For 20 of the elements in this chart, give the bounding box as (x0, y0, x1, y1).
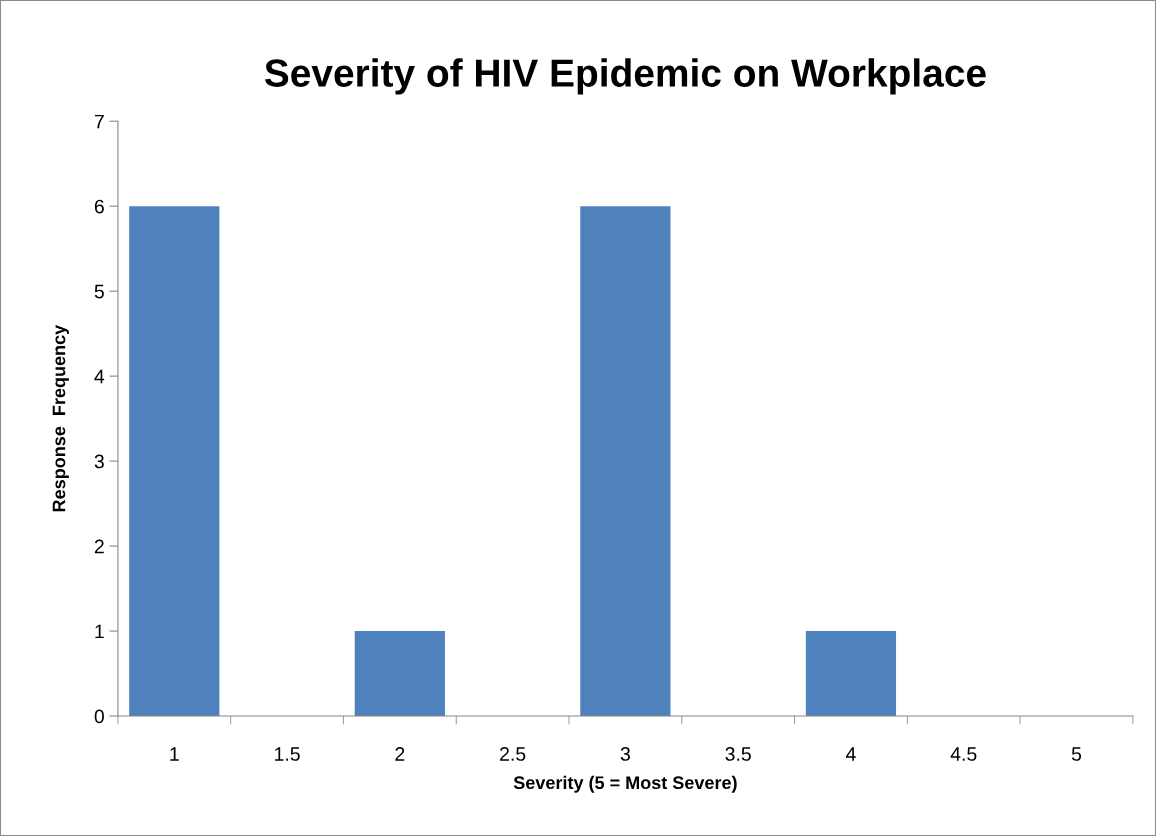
y-tick-label: 7 (94, 114, 104, 129)
x-tick-label: 3.5 (725, 747, 751, 761)
x-axis-title: Severity (5 = Most Severe) (513, 775, 737, 793)
y-tick-label: 2 (94, 539, 104, 554)
y-axis-title: Response Frequency (52, 324, 69, 512)
x-tick-label: 1 (170, 747, 179, 761)
chart-title: Severity of HIV Epidemic on Workplace (264, 58, 986, 95)
x-tick-label: 2.5 (500, 747, 526, 761)
y-tick-label: 5 (94, 284, 104, 299)
x-tick-label: 4.5 (950, 747, 977, 761)
x-tick-label: 4 (845, 747, 856, 761)
y-tick-label: 4 (94, 369, 105, 384)
x-tick-label: 2 (395, 747, 405, 761)
y-tick-label: 6 (94, 199, 104, 214)
y-tick-label: 3 (94, 454, 104, 469)
x-tick-label: 1.5 (275, 747, 300, 761)
y-tick-label: 1 (95, 624, 104, 639)
x-tick-label: 3 (620, 747, 630, 761)
x-tick-label: 5 (1071, 747, 1082, 761)
y-tick-label: 0 (94, 709, 104, 724)
